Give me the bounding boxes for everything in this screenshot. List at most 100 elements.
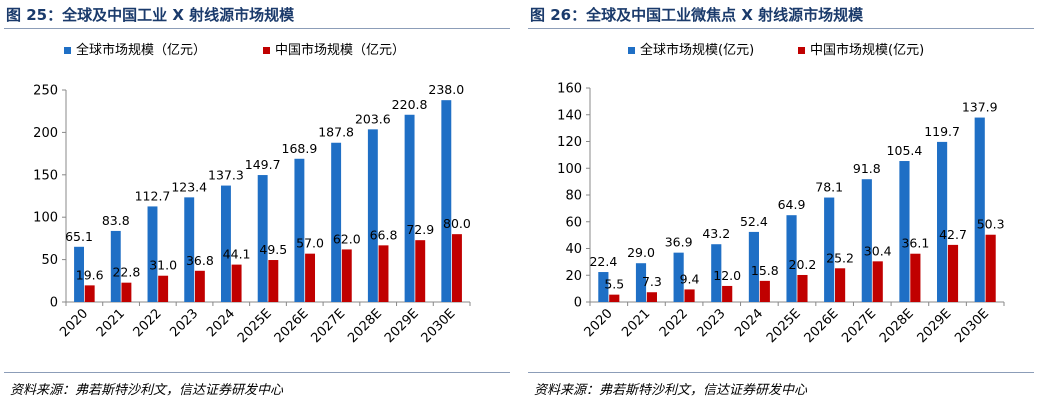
y-tick-label: 0 (50, 296, 58, 311)
bar-global (824, 197, 835, 302)
legend-swatch (798, 47, 805, 54)
bar-global (331, 142, 342, 302)
title-divider (528, 28, 1034, 29)
bar-global (974, 117, 985, 302)
x-tick-label: 2021 (619, 306, 653, 340)
data-label: 137.9 (962, 100, 998, 115)
bar-china (835, 268, 846, 302)
bar-global (937, 141, 948, 302)
bar-china (121, 282, 132, 302)
bar-global (147, 206, 158, 302)
bar-china (910, 253, 921, 302)
data-label: 31.0 (149, 258, 177, 273)
data-label: 66.8 (370, 227, 398, 242)
data-label: 57.0 (296, 236, 324, 251)
data-label: 83.8 (102, 213, 130, 228)
bar-global (673, 252, 684, 302)
data-label: 30.4 (864, 243, 892, 258)
bar-global (899, 161, 910, 302)
y-tick-label: 250 (33, 84, 58, 99)
data-label: 220.8 (392, 97, 428, 112)
data-label: 80.0 (443, 216, 471, 231)
y-tick-label: 160 (557, 82, 582, 97)
bar-global (786, 215, 797, 302)
bar-global (184, 197, 195, 302)
bar-china (305, 253, 316, 302)
legend-label: 全球市场规模（亿元） (76, 42, 206, 58)
bar-china (268, 260, 279, 302)
legend-swatch (628, 47, 635, 54)
data-label: 168.9 (282, 141, 318, 156)
data-label: 7.3 (642, 274, 662, 289)
data-label: 149.7 (245, 157, 281, 172)
x-tick-label: 2027E (839, 306, 879, 346)
bar-chart-fig26: 全球市场规模(亿元) 中国市场规模(亿元) 0 20 40 60 80 100 120 140 16… (557, 42, 1005, 346)
data-label: 49.5 (259, 242, 287, 257)
x-tick-label: 2023 (695, 306, 729, 340)
y-tick-label: 0 (574, 296, 582, 311)
x-tick-label: 2028E (345, 306, 385, 346)
bar-global (367, 129, 378, 302)
chart-panel-fig26: 图 26：全球及中国工业微焦点 X 射线源市场规模 全球市场规模(亿元) 中国市场… (524, 0, 1042, 404)
x-tick-label: 2027E (308, 306, 348, 346)
data-label: 62.0 (333, 231, 361, 246)
bar-china (84, 285, 95, 302)
data-label: 9.4 (680, 271, 700, 286)
bar-global (598, 272, 609, 302)
chart-panel-fig25: 图 25：全球及中国工业 X 射线源市场规模 全球市场规模（亿元） 中国市场规模（… (0, 0, 518, 404)
y-tick-label: 100 (557, 162, 582, 177)
legend-swatch (64, 47, 71, 54)
x-tick-label: 2026E (272, 306, 312, 346)
title-divider (4, 28, 510, 29)
y-tick-label: 120 (557, 135, 582, 150)
x-tick-label: 2022 (131, 306, 165, 340)
x-tick-label: 2020 (57, 306, 91, 340)
bar-china (872, 261, 883, 302)
bar-china (378, 245, 389, 302)
data-label: 22.8 (112, 265, 140, 280)
data-label: 137.3 (208, 168, 244, 183)
x-tick-label: 2030E (952, 306, 992, 346)
figure-title: 图 25：全球及中国工业 X 射线源市场规模 (6, 6, 295, 24)
bar-global (635, 263, 647, 302)
bar-china (759, 280, 770, 302)
x-tick-label: 2026E (802, 306, 842, 346)
data-label: 12.0 (713, 268, 741, 283)
data-label: 119.7 (924, 124, 960, 139)
bar-china (341, 249, 352, 302)
data-label: 78.1 (815, 180, 843, 195)
data-label: 112.7 (135, 188, 171, 203)
x-tick-label: 2022 (657, 306, 691, 340)
bar-global (74, 246, 84, 302)
bar-global (110, 230, 121, 302)
data-label: 36.8 (186, 253, 214, 268)
x-tick-label: 2024 (732, 306, 766, 340)
data-label: 15.8 (751, 263, 779, 278)
legend-label: 全球市场规模(亿元) (640, 42, 754, 58)
data-label: 238.0 (428, 82, 464, 97)
data-label: 29.0 (627, 245, 655, 260)
source-divider (528, 372, 1034, 373)
bar-china (415, 240, 426, 302)
bar-china (158, 275, 169, 302)
data-label: 50.3 (977, 217, 1005, 232)
x-tick-label: 2029E (382, 306, 422, 346)
y-tick-label: 20 (565, 269, 582, 284)
legend-label: 中国市场规模(亿元) (810, 42, 924, 58)
bar-china (194, 270, 205, 302)
data-label: 25.2 (826, 250, 854, 265)
y-tick-label: 100 (33, 211, 58, 226)
bar-global (220, 185, 231, 302)
source-note: 资料来源：弗若斯特沙利文，信达证券研发中心 (534, 383, 808, 398)
data-label: 65.1 (65, 229, 93, 244)
legend-label: 中国市场规模（亿元） (275, 42, 405, 58)
bar-china (797, 274, 808, 302)
data-label: 20.2 (789, 257, 817, 272)
x-tick-label: 2025E (235, 306, 275, 346)
x-tick-label: 2029E (915, 306, 955, 346)
data-label: 36.9 (665, 235, 693, 250)
data-label: 52.4 (740, 214, 768, 229)
bar-global (861, 179, 872, 302)
data-label: 22.4 (589, 254, 617, 269)
